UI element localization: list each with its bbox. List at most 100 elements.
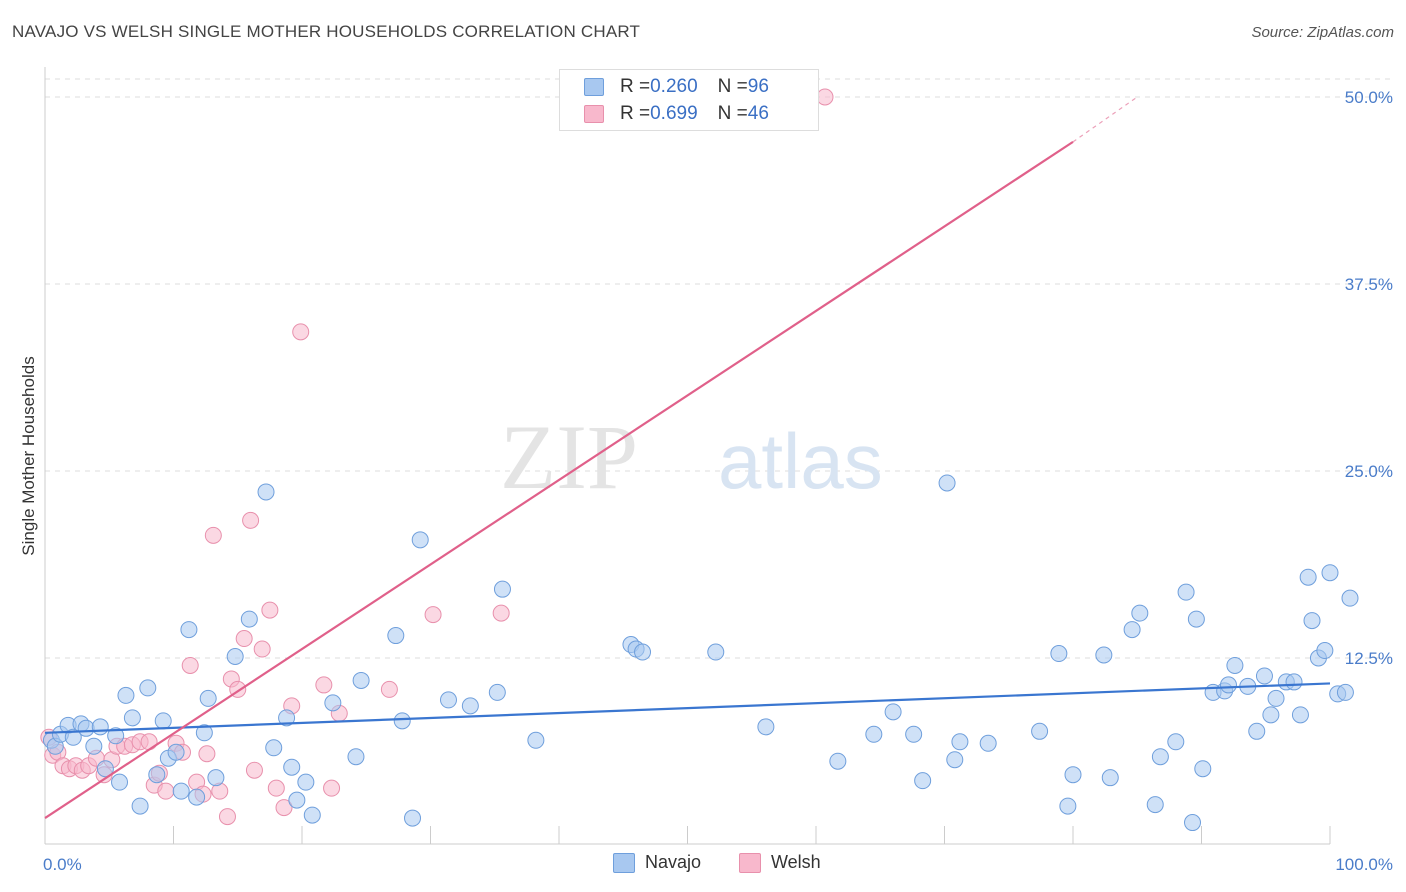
legend-r-label: R =	[620, 103, 651, 124]
navajo-point	[707, 643, 725, 661]
welsh-point	[157, 782, 175, 800]
welsh-point	[235, 630, 253, 648]
welsh-point	[816, 88, 834, 106]
navajo-point	[278, 709, 296, 727]
navajo-point	[1291, 706, 1309, 724]
navajo-point	[1316, 642, 1334, 660]
navajo-point	[829, 752, 847, 770]
navajo-point	[226, 648, 244, 666]
navajo-point	[1131, 604, 1149, 622]
navajo-point	[461, 697, 479, 715]
legend-item-welsh: Welsh	[739, 852, 821, 873]
navajo-point	[265, 739, 283, 757]
navajo-point	[148, 766, 166, 784]
legend-row-welsh: R = 0.699 N = 46	[584, 101, 769, 127]
y-tick-label: 37.5%	[1345, 275, 1393, 294]
navajo-legend-label: Navajo	[645, 852, 702, 872]
navajo-points	[42, 474, 1359, 832]
navajo-point	[96, 760, 114, 778]
legend-n-value: 46	[747, 103, 769, 124]
legend-n-value: 96	[747, 76, 769, 97]
welsh-trend-line	[44, 140, 1074, 819]
navajo-point	[154, 712, 172, 730]
navajo-point	[123, 709, 141, 727]
navajo-point	[884, 703, 902, 721]
navajo-point	[527, 731, 545, 749]
y-tick-label: 50.0%	[1345, 88, 1393, 107]
legend-n-label: N =	[717, 76, 748, 97]
navajo-point	[1187, 610, 1205, 628]
welsh-point	[253, 640, 271, 658]
welsh-point	[492, 604, 510, 622]
welsh-point	[380, 680, 398, 698]
welsh-point	[218, 808, 236, 826]
navajo-point	[167, 743, 185, 761]
navajo-point	[1095, 646, 1113, 664]
navajo-point	[1219, 676, 1237, 694]
navajo-point	[1151, 748, 1169, 766]
welsh-legend-swatch	[739, 852, 761, 873]
welsh-point	[275, 799, 293, 817]
welsh-point	[267, 779, 285, 797]
navajo-legend-swatch	[613, 852, 635, 873]
navajo-point	[1248, 722, 1266, 740]
watermark-zip: ZIP	[500, 406, 638, 508]
welsh-point	[181, 656, 199, 674]
legend-r-value: 0.699	[650, 103, 698, 124]
navajo-point	[1064, 766, 1082, 784]
navajo-point	[1177, 583, 1195, 601]
navajo-point	[1194, 760, 1212, 778]
legend-r-label: R =	[620, 76, 651, 97]
navajo-point	[283, 758, 301, 776]
navajo-point	[199, 689, 217, 707]
gridlines	[45, 78, 1390, 659]
x-tick-label-max: 100.0%	[1335, 855, 1393, 874]
navajo-point	[111, 773, 129, 791]
navajo-point	[439, 691, 457, 709]
welsh-point	[424, 606, 442, 624]
legend-r-value: 0.260	[650, 76, 698, 97]
navajo-point	[404, 809, 422, 827]
navajo-point	[865, 725, 883, 743]
navajo-point	[107, 727, 125, 745]
welsh-point	[204, 526, 222, 544]
welsh-point	[292, 323, 310, 341]
source-label: Source: ZipAtlas.com	[1251, 24, 1394, 41]
navajo-point	[324, 694, 342, 712]
navajo-point	[387, 627, 405, 645]
navajo-point	[85, 737, 103, 755]
navajo-point	[1303, 612, 1321, 630]
navajo-point	[1336, 683, 1354, 701]
navajo-point	[946, 751, 964, 769]
navajo-point	[240, 610, 258, 628]
navajo-point	[1341, 589, 1359, 607]
welsh-point	[242, 511, 260, 529]
navajo-point	[195, 724, 213, 742]
watermark-atlas: atlas	[718, 417, 883, 505]
welsh-point	[198, 745, 216, 763]
navajo-point	[297, 773, 315, 791]
tick-labels: 12.5% 25.0% 37.5% 50.0% 0.0% 100.0%	[43, 88, 1393, 874]
navajo-point	[180, 621, 198, 639]
navajo-point	[303, 806, 321, 824]
chart-title: NAVAJO VS WELSH SINGLE MOTHER HOUSEHOLDS…	[12, 22, 641, 41]
navajo-point	[207, 769, 225, 787]
navajo-swatch	[584, 78, 604, 96]
navajo-point	[1031, 722, 1049, 740]
navajo-point	[411, 531, 429, 549]
navajo-point	[172, 782, 190, 800]
navajo-point	[757, 718, 775, 736]
navajo-point	[1262, 706, 1280, 724]
axes	[44, 67, 1331, 845]
navajo-point	[1226, 656, 1244, 674]
y-tick-label: 25.0%	[1345, 462, 1393, 481]
navajo-point	[131, 797, 149, 815]
navajo-point	[77, 719, 95, 737]
welsh-point	[315, 676, 333, 694]
x-tick-label-min: 0.0%	[43, 855, 82, 874]
navajo-point	[1255, 667, 1273, 685]
trend-lines	[44, 96, 1331, 819]
navajo-point	[1167, 733, 1185, 751]
welsh-point	[261, 601, 279, 619]
